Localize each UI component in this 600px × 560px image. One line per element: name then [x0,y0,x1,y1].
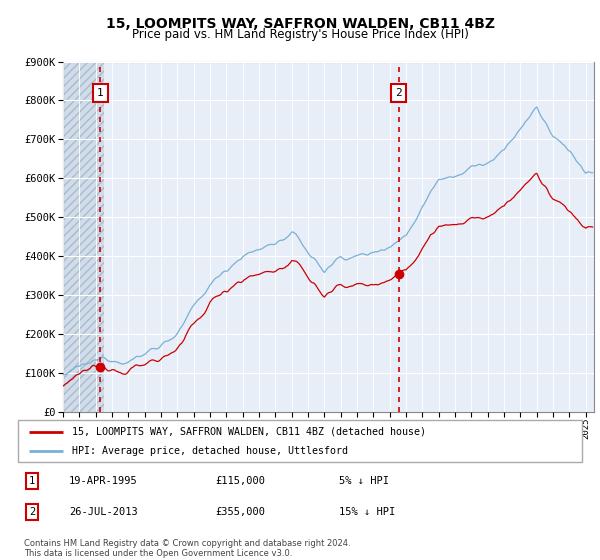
Text: 1: 1 [97,88,104,97]
Text: 15, LOOMPITS WAY, SAFFRON WALDEN, CB11 4BZ (detached house): 15, LOOMPITS WAY, SAFFRON WALDEN, CB11 4… [71,427,425,437]
Text: 15% ↓ HPI: 15% ↓ HPI [340,507,396,517]
Text: Price paid vs. HM Land Registry's House Price Index (HPI): Price paid vs. HM Land Registry's House … [131,28,469,41]
Text: 15, LOOMPITS WAY, SAFFRON WALDEN, CB11 4BZ: 15, LOOMPITS WAY, SAFFRON WALDEN, CB11 4… [106,17,494,31]
FancyBboxPatch shape [18,420,582,462]
Text: 1: 1 [29,476,35,486]
Bar [63,62,104,412]
Text: 2: 2 [29,507,35,517]
Text: HPI: Average price, detached house, Uttlesford: HPI: Average price, detached house, Uttl… [71,446,347,456]
Text: 2: 2 [395,88,402,97]
Text: 26-JUL-2013: 26-JUL-2013 [69,507,137,517]
Text: Contains HM Land Registry data © Crown copyright and database right 2024.
This d: Contains HM Land Registry data © Crown c… [24,539,350,558]
Text: 19-APR-1995: 19-APR-1995 [69,476,137,486]
Text: 5% ↓ HPI: 5% ↓ HPI [340,476,389,486]
Text: £355,000: £355,000 [215,507,265,517]
Text: £115,000: £115,000 [215,476,265,486]
